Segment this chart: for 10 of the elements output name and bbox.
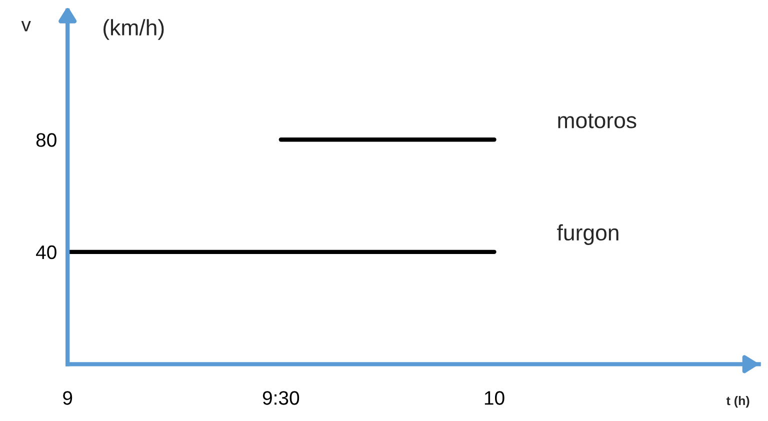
annotation: (km/h)	[104, 19, 164, 40]
y-tick-label: 40	[36, 245, 56, 260]
x-axis-title: t (h)	[726, 396, 750, 408]
y-tick-label: 80	[36, 133, 56, 147]
text: motoros	[558, 114, 636, 128]
x-tick-label: 9	[63, 391, 72, 405]
text: furgon	[557, 224, 618, 245]
x-tick-label: 10	[484, 391, 504, 405]
y-axis-title: v	[21, 20, 31, 32]
x-tick-label: 9:30	[262, 391, 300, 405]
